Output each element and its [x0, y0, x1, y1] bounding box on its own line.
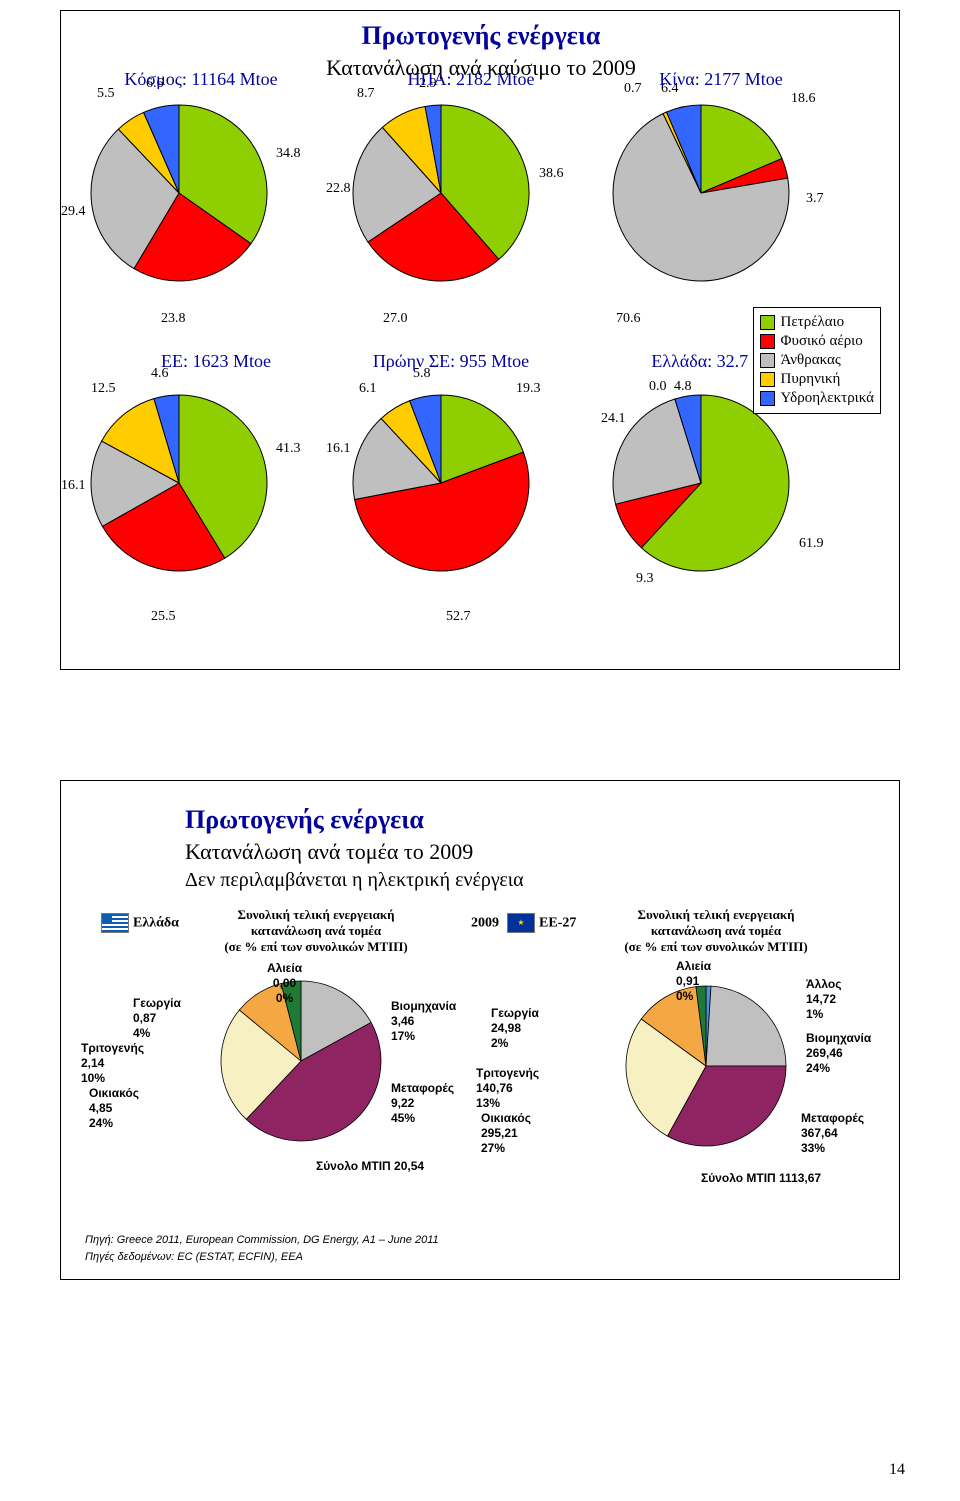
- sector-label: Βιομηχανία3,4617%: [391, 999, 456, 1044]
- slice-label: 16.1: [61, 478, 86, 494]
- sector-label: Τριτογενής140,7613%: [476, 1066, 539, 1111]
- eu-flag-icon: ★: [507, 913, 535, 933]
- pie-title-usa: ΗΠΑ: 2182 Mtoe: [371, 69, 571, 90]
- panel2-subtitle: Κατανάλωση ανά τομέα το 2009: [185, 839, 875, 865]
- legend-label: Πετρέλαιο: [781, 314, 845, 331]
- gr-sub-l2: κατανάλωση ανά τομέα: [211, 923, 421, 939]
- gr-sub-l1: Συνολική τελική ενεργειακή: [211, 907, 421, 923]
- sector-label: Βιομηχανία269,4624%: [806, 1031, 871, 1076]
- eu-header: 2009 ★ EE-27: [471, 913, 576, 933]
- source-line2: Πηγές δεδομένων: EC (ESTAT, ECFIN), EEA: [85, 1249, 439, 1266]
- legend-label: Άνθρακας: [781, 352, 841, 369]
- legend-label: Φυσικό αέριο: [781, 333, 863, 350]
- slice-label: 16.1: [326, 441, 351, 457]
- sector-label: Αλιεία0,000%: [267, 961, 302, 1006]
- pie-title-china: Κίνα: 2177 Mtoe: [621, 69, 821, 90]
- slice-label: 3.7: [806, 191, 824, 207]
- slice-label: 29.4: [61, 204, 86, 220]
- fuel-legend: Πετρέλαιο Φυσικό αέριο Άνθρακας Πυρηνική Υδρ…: [753, 307, 881, 414]
- slice-label: 70.6: [616, 311, 641, 327]
- slice-label: 12.5: [91, 381, 116, 397]
- page-number: 14: [889, 1461, 905, 1479]
- slice-label: 52.7: [446, 609, 471, 625]
- gr-sub-l3: (σε % επί των συνολικών ΜΤΙΠ): [211, 939, 421, 955]
- slice-label: 19.3: [516, 381, 541, 397]
- pie-title-fsu: Πρώην ΣΕ: 955 Mtoe: [351, 351, 551, 372]
- sector-label: Γεωργία0,874%: [133, 996, 181, 1041]
- sector-label: Μεταφορές9,2245%: [391, 1081, 454, 1126]
- sector-slice: [706, 986, 786, 1066]
- sector-label: Τριτογενής2,1410%: [81, 1041, 144, 1086]
- slice-label: 27.0: [383, 311, 408, 327]
- slice-label: 9.3: [636, 571, 654, 587]
- panel2-subtitle2: Δεν περιλαμβάνεται η ηλεκτρική ενέργεια: [185, 869, 875, 892]
- slice-label: 6.1: [359, 381, 377, 397]
- panel2-sources: Πηγή: Greece 2011, European Commission, …: [85, 1232, 439, 1265]
- greece-flag-icon: [101, 913, 129, 933]
- sector-label: Μεταφορές367,6433%: [801, 1111, 864, 1156]
- legend-label: Υδροηλεκτρικά: [781, 390, 874, 407]
- source-line1: Πηγή: Greece 2011, European Commission, …: [85, 1232, 439, 1249]
- eu-year: 2009: [471, 916, 499, 931]
- pie-title-eu: ΕΕ: 1623 Mtoe: [116, 351, 316, 372]
- legend-swatch: [760, 372, 775, 387]
- sector-label: Γεωργία24,982%: [491, 1006, 539, 1051]
- eu-sub-l1: Συνολική τελική ενεργειακή: [601, 907, 831, 923]
- panel-energy-by-sector: Πρωτογενής ενέργεια Κατανάλωση ανά τομέα…: [60, 780, 900, 1280]
- legend-item: Πυρηνική: [760, 371, 874, 388]
- legend-item: Πετρέλαιο: [760, 314, 874, 331]
- legend-item: Φυσικό αέριο: [760, 333, 874, 350]
- greece-total: Σύνολο ΜΤΙΠ 20,54: [316, 1159, 424, 1174]
- legend-item: Άνθρακας: [760, 352, 874, 369]
- panel-energy-by-fuel: Πρωτογενής ενέργεια Κατανάλωση ανά καύσι…: [60, 10, 900, 670]
- slice-label: 4.8: [674, 379, 692, 395]
- eu-total: Σύνολο ΜΤΙΠ 1113,67: [701, 1171, 821, 1186]
- slice-label: 34.8: [276, 146, 301, 162]
- legend-swatch: [760, 353, 775, 368]
- slice-label: 24.1: [601, 411, 626, 427]
- legend-swatch: [760, 315, 775, 330]
- legend-swatch: [760, 391, 775, 406]
- sector-label: Άλλος14,721%: [806, 977, 841, 1022]
- slice-label: 0.0: [649, 379, 667, 395]
- legend-swatch: [760, 334, 775, 349]
- slice-label: 41.3: [276, 441, 301, 457]
- greece-chart-subtitle: Συνολική τελική ενεργειακή κατανάλωση αν…: [211, 907, 421, 955]
- greece-header: Ελλάδα: [101, 913, 179, 933]
- panel2-title: Πρωτογενής ενέργεια: [185, 805, 875, 835]
- sector-label: Οικιακός295,2127%: [481, 1111, 531, 1156]
- eu-chart-subtitle: Συνολική τελική ενεργειακή κατανάλωση αν…: [601, 907, 831, 955]
- eu-sub-l3: (σε % επί των συνολικών ΜΤΙΠ): [601, 939, 831, 955]
- slice-label: 38.6: [539, 166, 564, 182]
- greece-region-label: Ελλάδα: [133, 916, 179, 931]
- legend-item: Υδροηλεκτρικά: [760, 390, 874, 407]
- page: Πρωτογενής ενέργεια Κατανάλωση ανά καύσι…: [0, 0, 960, 1430]
- slice-label: 23.8: [161, 311, 186, 327]
- eu-region-label: EE-27: [539, 916, 576, 931]
- legend-label: Πυρηνική: [781, 371, 841, 388]
- sector-label: Αλιεία0,910%: [676, 959, 711, 1004]
- slice-label: 25.5: [151, 609, 176, 625]
- pie-title-world: Κόσμος: 11164 Mtoe: [101, 69, 301, 90]
- slice-label: 18.6: [791, 91, 816, 107]
- eu-sub-l2: κατανάλωση ανά τομέα: [601, 923, 831, 939]
- sector-label: Οικιακός4,8524%: [89, 1086, 139, 1131]
- slice-label: 61.9: [799, 536, 824, 552]
- slice-label: 22.8: [326, 181, 351, 197]
